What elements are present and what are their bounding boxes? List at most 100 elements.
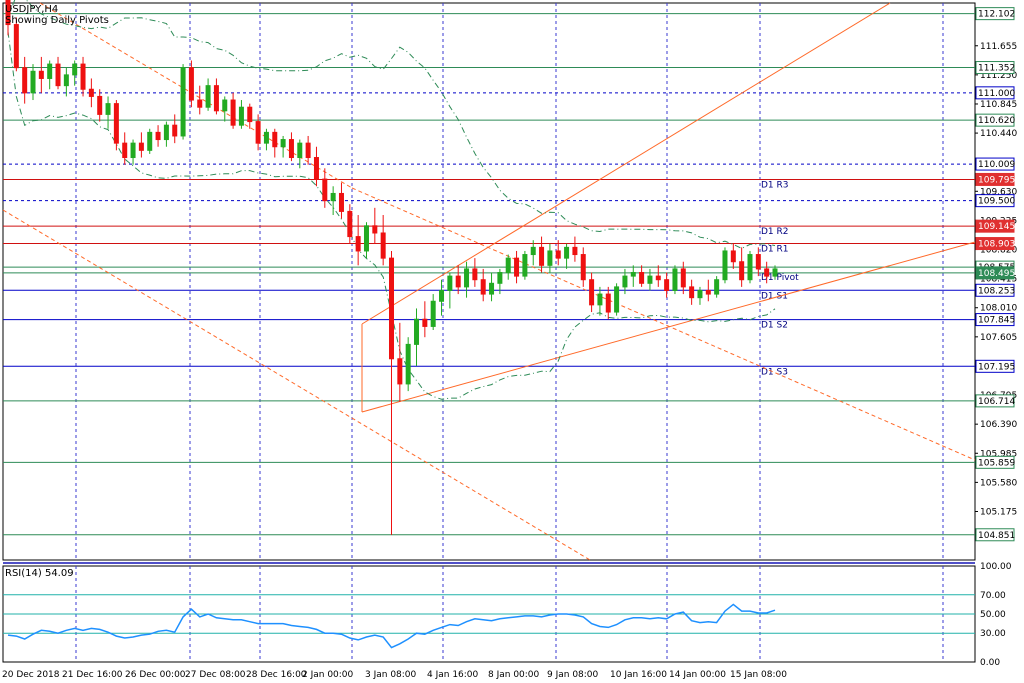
symbol-label: USDJPY,H4 [5,4,58,15]
candle-body [464,268,470,288]
price-pane[interactable]: 111.655111.250110.845110.440109.630109.2… [2,0,1017,561]
level-price-tag [975,194,1015,208]
candle-body [697,289,703,299]
price-tick-label: 110.440 [980,129,1017,139]
candle-body [30,70,36,94]
candle-body [722,250,728,281]
candle-body [689,286,695,299]
pivot-label: D1 Pivot [761,273,799,283]
level-price-tag [975,455,1015,469]
candle-body [105,103,111,115]
candle-body [455,275,461,288]
level-price-text: 111.000 [978,89,1015,99]
candle-body [313,157,319,180]
candle-body [505,257,511,274]
candle-body [305,142,311,159]
pivot-label: D1 R2 [761,227,789,237]
candle-body [355,236,361,252]
candle-body [572,246,578,256]
trend-line [361,2,891,325]
rsi-label: RSI(14) 54.09 [5,568,74,579]
time-axis-label: 2 Jan 00:00 [302,670,354,680]
candle-body [347,210,353,238]
candle-body [130,142,136,159]
level-price-tag [975,528,1015,542]
candle-body [380,232,386,259]
candle-body [205,85,211,108]
candle-body [747,254,753,281]
candle-body [614,286,620,313]
price-tick-label: 107.605 [980,333,1017,343]
candle-body [522,254,528,277]
candle-body [97,95,103,115]
candle-body [555,250,561,259]
time-axis-label: 20 Dec 2018 [2,670,60,680]
level-price-tag [975,61,1015,75]
pivot-label: D1 R1 [761,245,789,255]
rsi-pane[interactable]: 100.00 70.00 50.00 30.00 0.00 [2,562,1012,668]
candle-body [47,63,53,79]
candle-body [530,246,536,256]
candle-body [180,67,186,137]
candle-body [647,275,653,284]
candle-body [322,178,328,202]
candle-body [238,106,244,126]
candle-body [764,268,770,277]
candle-body [622,275,628,288]
price-pane-frame [2,2,976,561]
time-axis-label: 3 Jan 08:00 [365,670,417,680]
candle-body [338,192,344,212]
level-price-tag [975,359,1015,373]
candle-body [655,275,661,281]
candle-body [197,99,203,108]
candle-body [147,131,153,151]
candle-body [664,279,670,291]
level-price-text: 109.795 [978,175,1015,185]
time-axis-label: 28 Dec 16:00 [246,670,307,680]
level-price-tag [975,219,1015,233]
trend-line [2,209,591,561]
candle-body [255,121,261,144]
candle-body [22,67,28,94]
trend-line [351,187,976,461]
candle-body [497,272,503,284]
candle-body [188,67,194,101]
time-axis-label: 8 Jan 00:00 [488,670,540,680]
candle-body [280,139,286,148]
price-tick-label: 106.390 [980,420,1017,430]
rsi-line [7,603,776,649]
candle-body [247,106,253,123]
candle-body [372,225,378,234]
pivot-label: D1 S1 [761,291,788,301]
candle-body [547,250,553,266]
candle-body [113,103,119,144]
time-axis-label: 10 Jan 16:00 [610,670,667,680]
price-tick-label: 111.655 [980,42,1017,52]
candle-body [363,225,369,252]
candle-body [88,88,94,97]
level-price-text: 112.102 [978,10,1015,20]
trend-line [361,241,976,413]
candle-body [397,358,403,385]
candle-body [422,318,428,327]
candle-body [680,268,686,288]
level-price-tag [975,172,1015,186]
candle-body [514,257,520,277]
level-price-text: 105.859 [978,458,1015,468]
level-price-text: 107.845 [978,316,1015,326]
candle-body [414,318,420,345]
rsi-tick-label: 70.00 [980,591,1006,601]
candle-body [138,142,144,151]
level-price-tag [975,7,1015,21]
band-upper [7,0,776,249]
candle-body [755,254,761,270]
candle-body [772,268,778,277]
time-axis-label: 15 Jan 08:00 [730,670,787,680]
candle-body [405,343,411,385]
candle-body [589,279,595,306]
level-price-text: 110.620 [978,116,1015,126]
level-price-tag [975,283,1015,297]
price-tick-label: 105.985 [980,449,1017,459]
candle-body [639,272,645,284]
level-price-tag [975,394,1015,408]
